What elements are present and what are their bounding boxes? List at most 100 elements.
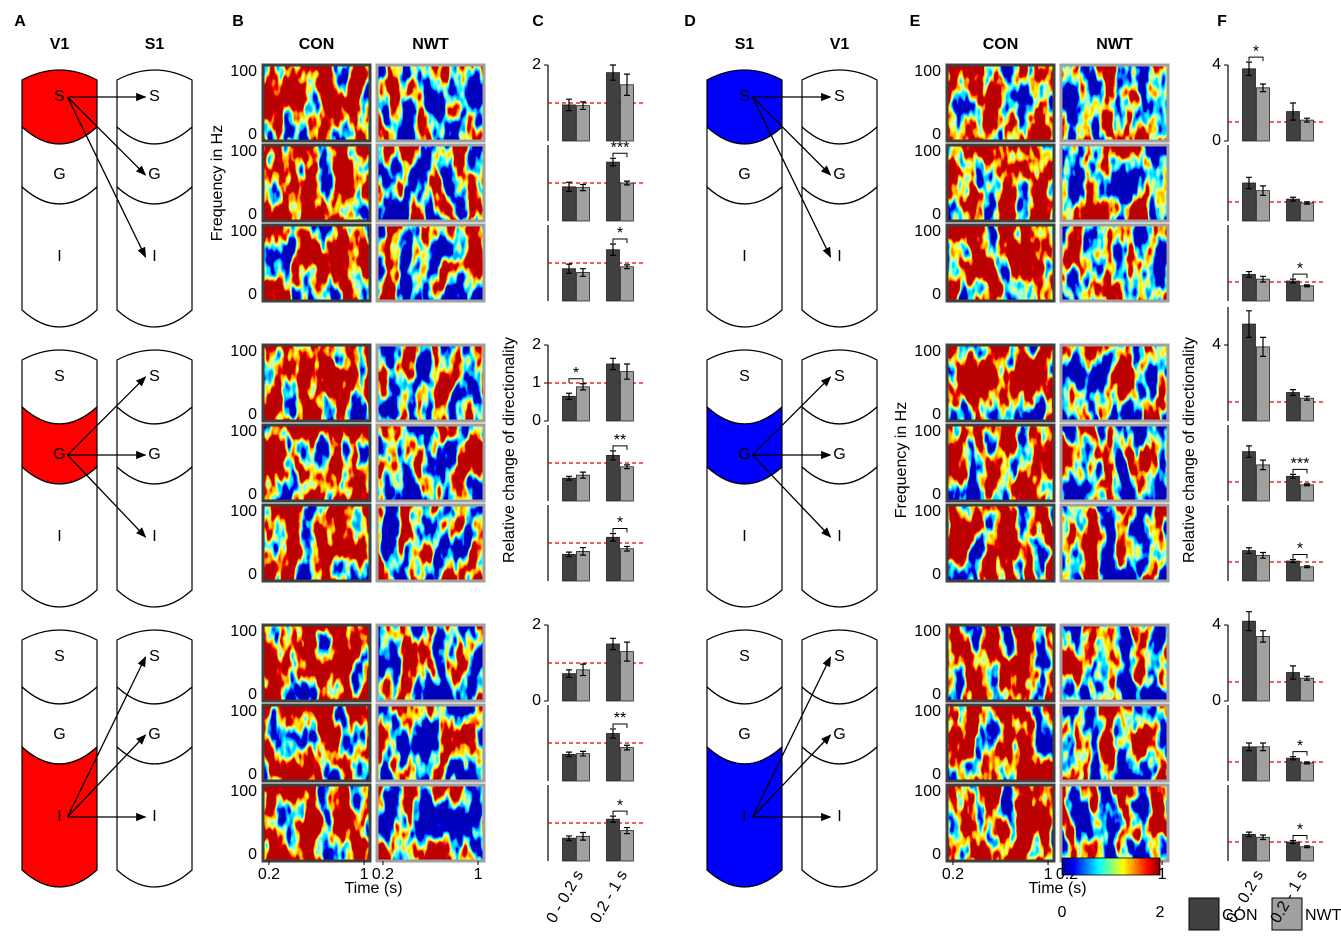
layer-label: I xyxy=(152,248,156,265)
heatmap-title: NWT xyxy=(412,36,449,53)
bar xyxy=(1243,324,1256,421)
y-tick-label: 100 xyxy=(914,63,941,80)
layer-label: S xyxy=(149,88,160,105)
figure: ABCDEFV1S1SGISGISGISGISGISGIS1V1SGISGISG… xyxy=(0,0,1341,949)
panel-letter: B xyxy=(232,13,244,30)
bar xyxy=(1287,758,1300,781)
y-tick-label: 100 xyxy=(230,503,257,520)
y-tick-label: 100 xyxy=(230,343,257,360)
layer-label: G xyxy=(53,166,65,183)
significance-label: * xyxy=(1297,738,1303,755)
heatmap xyxy=(377,625,484,701)
bar xyxy=(607,73,620,141)
significance-label: ** xyxy=(614,432,626,449)
bar xyxy=(1287,199,1300,221)
bar xyxy=(1257,636,1270,701)
significance-label: * xyxy=(617,797,623,814)
bar xyxy=(607,537,620,581)
bar xyxy=(1243,747,1256,781)
y-tick-label: 0 xyxy=(248,566,257,583)
heatmap xyxy=(947,425,1054,501)
significance-label: * xyxy=(573,365,579,382)
bar xyxy=(577,188,590,221)
layer-label: I xyxy=(152,808,156,825)
layer-label: G xyxy=(738,166,750,183)
layer-label: G xyxy=(738,446,750,463)
bar xyxy=(1301,485,1314,501)
heatmap xyxy=(263,65,370,141)
bar xyxy=(1243,834,1256,861)
bar xyxy=(563,478,576,501)
bar xyxy=(577,387,590,421)
y-tick-label: 4 xyxy=(1212,336,1221,353)
layer-label: G xyxy=(833,446,845,463)
heatmap xyxy=(947,705,1054,781)
heatmap xyxy=(377,425,484,501)
layer-label: S xyxy=(834,88,845,105)
heatmap xyxy=(1061,345,1168,421)
y-tick-label: 100 xyxy=(230,783,257,800)
y-tick-label: 100 xyxy=(230,623,257,640)
y-tick-label: 100 xyxy=(914,503,941,520)
y-tick-label: 0 xyxy=(932,766,941,783)
y-tick-label: 0 xyxy=(248,846,257,863)
bar xyxy=(607,819,620,861)
layer-shape xyxy=(802,350,877,424)
bar xyxy=(1257,347,1270,421)
heatmap xyxy=(377,785,484,861)
layer-label: G xyxy=(833,726,845,743)
legend-swatch xyxy=(1189,898,1219,930)
y-tick-label: 0 xyxy=(532,692,541,709)
significance-label: * xyxy=(1253,43,1259,60)
layer-label: I xyxy=(742,808,746,825)
heatmap xyxy=(947,145,1054,221)
bar xyxy=(563,396,576,421)
colorbar-tick-label: 2 xyxy=(1156,904,1165,921)
bar xyxy=(1301,567,1314,581)
bar xyxy=(1301,763,1314,781)
y-tick-label: 0 xyxy=(248,686,257,703)
y-tick-label: 100 xyxy=(914,223,941,240)
layer-shape xyxy=(707,630,782,704)
y-tick-label: 2 xyxy=(532,56,541,73)
heatmap xyxy=(947,625,1054,701)
panel-letter: F xyxy=(1217,13,1227,30)
layer-label: I xyxy=(742,248,746,265)
y-tick-label: 0 xyxy=(932,566,941,583)
x-tick-label: 1 xyxy=(474,866,483,883)
bar xyxy=(1287,393,1300,422)
y-tick-label: 2 xyxy=(532,616,541,633)
bar xyxy=(1287,476,1300,501)
y-tick-label: 0 xyxy=(248,766,257,783)
layer-label: G xyxy=(148,446,160,463)
layer-label: I xyxy=(57,248,61,265)
panel-letter: E xyxy=(910,13,921,30)
y-tick-label: 100 xyxy=(230,703,257,720)
bar xyxy=(607,162,620,221)
heatmap xyxy=(263,625,370,701)
layer-shape xyxy=(707,350,782,424)
layer-label: S xyxy=(54,368,65,385)
layer-label: G xyxy=(53,446,65,463)
bar xyxy=(607,364,620,421)
significance-label: * xyxy=(617,515,623,532)
heatmap xyxy=(1061,625,1168,701)
heatmap-title: CON xyxy=(299,36,335,53)
layer-shape xyxy=(707,70,782,144)
bar xyxy=(621,831,634,861)
y-tick-label: 0 xyxy=(248,126,257,143)
bar xyxy=(621,467,634,501)
heatmap xyxy=(947,225,1054,301)
heatmap xyxy=(1061,145,1168,221)
bar xyxy=(621,183,634,221)
layer-label: S xyxy=(739,88,750,105)
heatmap xyxy=(1061,785,1168,861)
x-tick-label: 0.2 xyxy=(258,866,280,883)
heatmap xyxy=(263,785,370,861)
bar xyxy=(1301,847,1314,861)
layer-label: S xyxy=(54,648,65,665)
bar xyxy=(563,754,576,781)
panel-letter: A xyxy=(14,13,26,30)
heatmap xyxy=(263,425,370,501)
heatmap xyxy=(377,705,484,781)
